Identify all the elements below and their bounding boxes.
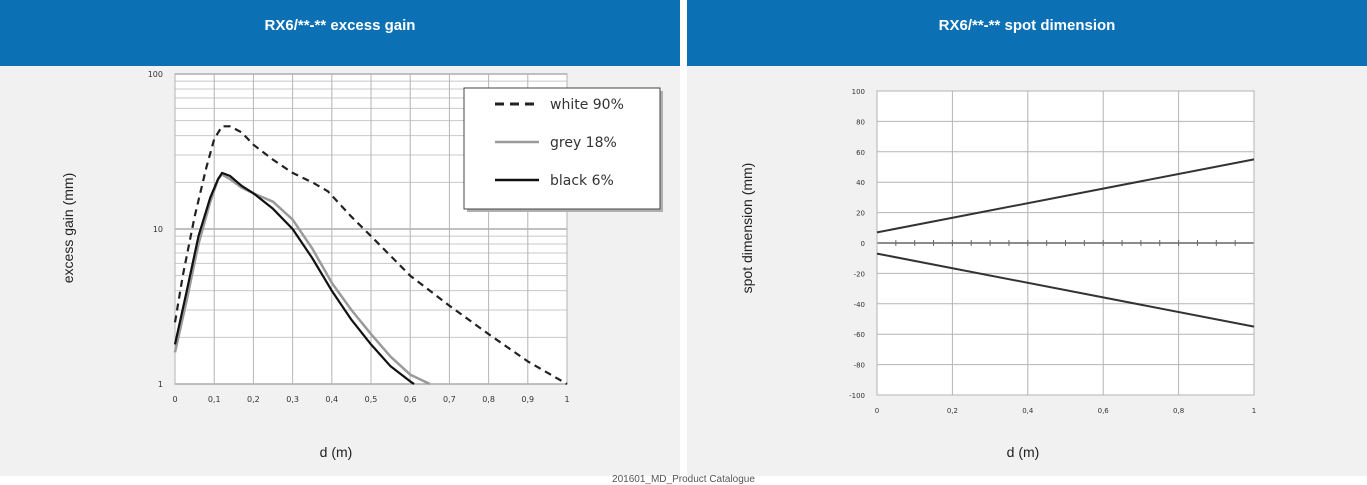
x-tick-label: 0,2 [947, 407, 958, 415]
excess-gain-panel: RX6/**-** excess gain excess gain (mm) 0… [0, 0, 680, 484]
spot-dimension-xlabel: d (m) [1006, 444, 1040, 460]
excess-gain-chart: 0 0,1 0,2 0,3 0,4 0,5 0,6 0,7 0,8 0,9 1 1 10 100 white… [148, 70, 663, 404]
x-tick-label: 0,8 [482, 395, 495, 404]
x-tick-label: 0,4 [325, 395, 338, 404]
x-tick-label: 0,6 [1098, 407, 1110, 415]
x-tick-label: 0,1 [208, 395, 221, 404]
x-tick-label: 0,6 [404, 395, 417, 404]
series-line-1 [173, 125, 568, 385]
legend-label: black 6% [550, 173, 614, 189]
excess-gain-xlabel: d (m) [319, 444, 353, 460]
x-tick-label: 0,4 [1022, 407, 1034, 415]
boundary-line-1 [876, 158, 1255, 234]
x-tick-label: 0,9 [521, 395, 534, 404]
x-tick-label: 0 [875, 407, 879, 415]
y-tick-label: -80 [854, 362, 865, 370]
series-line-2 [173, 173, 431, 386]
y-tick-label: 20 [856, 210, 865, 218]
y-tick-label: 1 [158, 380, 163, 389]
x-tick-label: 0,8 [1173, 407, 1184, 415]
x-tick-label: 0,5 [365, 395, 378, 404]
x-tick-label: 0,7 [443, 395, 456, 404]
excess-gain-title: RX6/**-** excess gain [264, 17, 416, 34]
x-tick-label: 1 [564, 395, 569, 404]
y-tick-label: -20 [854, 270, 865, 278]
legend-label: white 90% [550, 97, 624, 113]
spot-dimension-body: spot dimension (mm) 100 80 60 40 20 0 -20 -40 -6… [687, 66, 1367, 476]
panel-divider [680, 0, 687, 484]
excess-gain-body: excess gain (mm) 0 0,1 0,2 0,3 0,4 0,5 0,6 0,7 0… [0, 66, 680, 476]
y-tick-label: 10 [153, 225, 163, 234]
boundary-line-2 [876, 252, 1255, 328]
y-tick-label: -100 [849, 392, 865, 400]
y-tick-label: 60 [856, 149, 865, 157]
y-tick-label: 100 [148, 70, 163, 79]
spot-dimension-title: RX6/**-** spot dimension [938, 17, 1116, 34]
series-line-3 [173, 171, 415, 385]
legend-label: grey 18% [550, 135, 617, 151]
y-tick-label: 80 [856, 118, 865, 126]
x-tick-label: 0,3 [286, 395, 299, 404]
y-tick-label: 40 [856, 179, 865, 187]
y-tick-label: -60 [854, 331, 865, 339]
x-tick-label: 0 [172, 395, 177, 404]
x-tick-label: 0,2 [247, 395, 260, 404]
excess-gain-header: RX6/**-** excess gain [0, 0, 680, 66]
legend-box [463, 87, 661, 210]
spot-dimension-chart: 100 80 60 40 20 0 -20 -40 -60 -80 -100 0 0,2 0,4 0,6 0,… [849, 88, 1256, 415]
footer-text: 201601_MD_Product Catalogue [612, 474, 755, 485]
x-tick-label: 1 [1252, 407, 1256, 415]
y-tick-label: 100 [852, 88, 865, 96]
y-tick-label: 0 [861, 240, 865, 248]
spot-dimension-panel: RX6/**-** spot dimension spot dimension … [687, 0, 1367, 484]
y-tick-label: -40 [854, 301, 865, 309]
spot-dimension-header: RX6/**-** spot dimension [687, 0, 1367, 66]
